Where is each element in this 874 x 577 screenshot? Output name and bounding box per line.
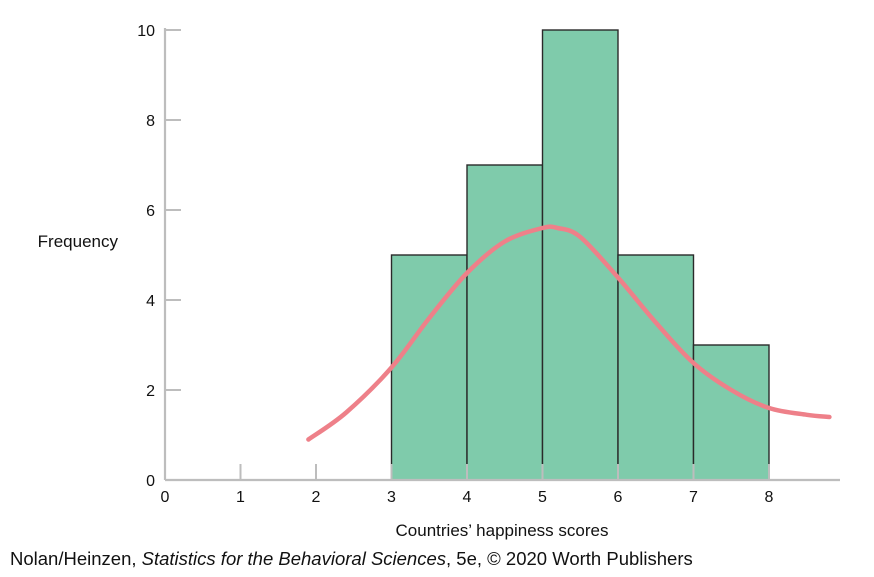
histogram-chart: 0 1 2 3 4 5 6 7 8 0 2 4 6 8 10 Frequency Countries’ h…	[38, 23, 840, 540]
credit-edition-publisher: , 5e, © 2020 Worth Publishers	[446, 548, 693, 569]
chart-axes	[163, 28, 840, 482]
y-tick-label-6: 6	[146, 203, 155, 220]
histogram-bar-5-6	[541, 29, 619, 481]
x-axis-label: Countries’ happiness scores	[396, 521, 609, 540]
x-tick-label-7: 7	[689, 489, 698, 506]
x-tick-label-5: 5	[538, 489, 547, 506]
credit-authors: Nolan/Heinzen,	[10, 548, 137, 569]
x-axis-ticks: 0 1 2 3 4 5 6 7 8	[161, 464, 774, 506]
source-credit: Nolan/Heinzen, Statistics for the Behavi…	[10, 548, 693, 570]
x-tick-label-8: 8	[765, 489, 774, 506]
x-tick-label-3: 3	[387, 489, 396, 506]
y-tick-label-4: 4	[146, 293, 155, 310]
y-tick-label-2: 2	[146, 383, 155, 400]
normal-curve-layer	[306, 224, 832, 442]
y-axis-ticks: 0 2 4 6 8 10	[137, 23, 181, 490]
histogram-bar-7-8	[692, 344, 770, 481]
x-tick-label-4: 4	[463, 489, 472, 506]
x-tick-label-0: 0	[161, 489, 170, 506]
x-tick-label-1: 1	[236, 489, 245, 506]
y-tick-label-10: 10	[137, 23, 155, 40]
x-tick-label-2: 2	[312, 489, 321, 506]
y-tick-label-8: 8	[146, 113, 155, 130]
histogram-bars	[390, 29, 770, 481]
histogram-bar-4-5	[466, 164, 544, 481]
y-tick-label-0: 0	[146, 473, 155, 490]
normal-curve	[306, 224, 832, 442]
credit-book-title: Statistics for the Behavioral Sciences	[141, 548, 447, 569]
x-tick-label-6: 6	[614, 489, 623, 506]
y-axis-label: Frequency	[38, 232, 119, 251]
histogram-bar-3-4	[390, 254, 468, 481]
